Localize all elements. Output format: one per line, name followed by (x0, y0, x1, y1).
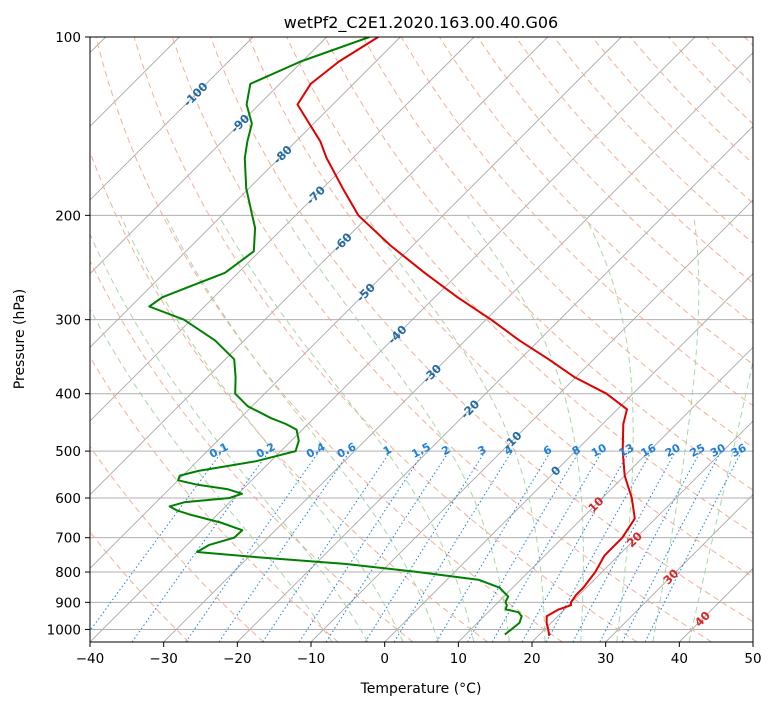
isotherm-line (90, 37, 696, 642)
dewpoint-profile-line (148, 37, 523, 636)
x-tick-label: 20 (523, 651, 540, 667)
moist-adiabat-line (652, 215, 700, 642)
y-axis-label: Pressure (hPa) (12, 289, 28, 389)
isotherm-line (237, 125, 753, 642)
mixing-ratio-line (644, 450, 743, 642)
moist-adiabat-line (164, 215, 439, 642)
isotherm-line (90, 37, 401, 348)
isotherm-line (90, 37, 622, 569)
y-tick-label: 800 (55, 565, 81, 581)
moist-adiabat-line (583, 215, 634, 642)
isotherm-line (605, 494, 753, 642)
mixing-ratio-label: 10 (589, 441, 609, 460)
series-layer (148, 37, 636, 636)
moist-adiabat-line (283, 215, 510, 642)
isotherm-line (531, 420, 753, 642)
y-tick-label: 300 (55, 313, 81, 329)
y-tick-label: 600 (55, 491, 81, 507)
dry-adiabat-line (248, 37, 753, 578)
x-tick-label: −30 (149, 651, 178, 667)
x-tick-label: −20 (223, 651, 252, 667)
y-tick-label: 900 (55, 595, 81, 611)
dry-adiabat-line (90, 259, 414, 642)
isotherm-line (163, 52, 753, 642)
mixing-ratio-label: 25 (688, 441, 708, 460)
isotherm-line (458, 346, 753, 642)
axis-ticks: −40 −30 −20 −10 0 10 20 30 40 50 100 200 300 400 500 60… (47, 30, 762, 667)
mixing-ratio-label: 16 (639, 441, 659, 460)
y-tick-label: 500 (55, 444, 81, 460)
temperature-profile-line (296, 37, 636, 636)
x-tick-label: −40 (76, 651, 105, 667)
mixing-ratio-label: 13 (617, 441, 637, 460)
mixing-ratio-label: 20 (663, 441, 683, 460)
dry-adiabat-line (95, 37, 563, 642)
background-lines (90, 37, 753, 642)
dry-adiabat-line (171, 37, 712, 642)
dry-adiabat-line (515, 37, 753, 284)
isotherm-line (90, 37, 548, 496)
mixing-ratio-label: 36 (729, 441, 749, 460)
mixing-ratio-line (90, 450, 223, 632)
mixing-ratio-line (185, 450, 320, 642)
mixing-ratio-line (218, 450, 351, 642)
moist-adiabat-line (90, 232, 369, 642)
x-tick-label: 10 (450, 651, 467, 667)
x-axis-label: Temperature (°C) (360, 681, 482, 697)
dry-adiabat-line (210, 37, 753, 623)
mixing-ratio-line (393, 450, 513, 642)
x-tick-label: −10 (297, 651, 326, 667)
x-tick-label: 50 (744, 651, 761, 667)
dry-adiabat-line (133, 37, 638, 642)
moist-adiabat-line (218, 215, 475, 642)
moist-adiabat-line (120, 215, 404, 642)
dry-adiabat-line (324, 37, 753, 491)
y-tick-label: 100 (55, 30, 81, 46)
dry-adiabat-line (90, 445, 264, 642)
moist-adiabat-line (90, 308, 333, 642)
mixing-ratio-line (325, 450, 450, 642)
dry-adiabat-line (286, 37, 753, 534)
moist-adiabat-line (364, 215, 546, 642)
moist-adiabat-line (466, 215, 584, 642)
mixing-ratio-line (572, 450, 677, 642)
x-tick-label: 30 (597, 651, 614, 667)
mixing-ratio-label: 30 (708, 441, 728, 460)
mixing-ratio-line (262, 450, 392, 642)
isotherm-line (90, 37, 254, 201)
isotherm-line (90, 37, 475, 422)
x-tick-label: 0 (380, 651, 389, 667)
isotherm-line (90, 37, 327, 275)
y-tick-label: 400 (55, 387, 81, 403)
plot-frame (89, 36, 754, 643)
mixing-ratio-line (131, 450, 270, 642)
y-tick-label: 200 (55, 208, 81, 224)
mixing-ratio-line (545, 450, 653, 642)
mixing-ratio-line (521, 450, 630, 642)
isotherm-line (384, 273, 753, 642)
chart-title: wetPf2_C2E1.2020.163.00.40.G06 (284, 13, 558, 33)
dry-adiabat-line (90, 356, 339, 642)
y-tick-label: 700 (55, 531, 81, 547)
x-tick-label: 40 (671, 651, 688, 667)
y-tick-label: 1000 (47, 622, 81, 638)
